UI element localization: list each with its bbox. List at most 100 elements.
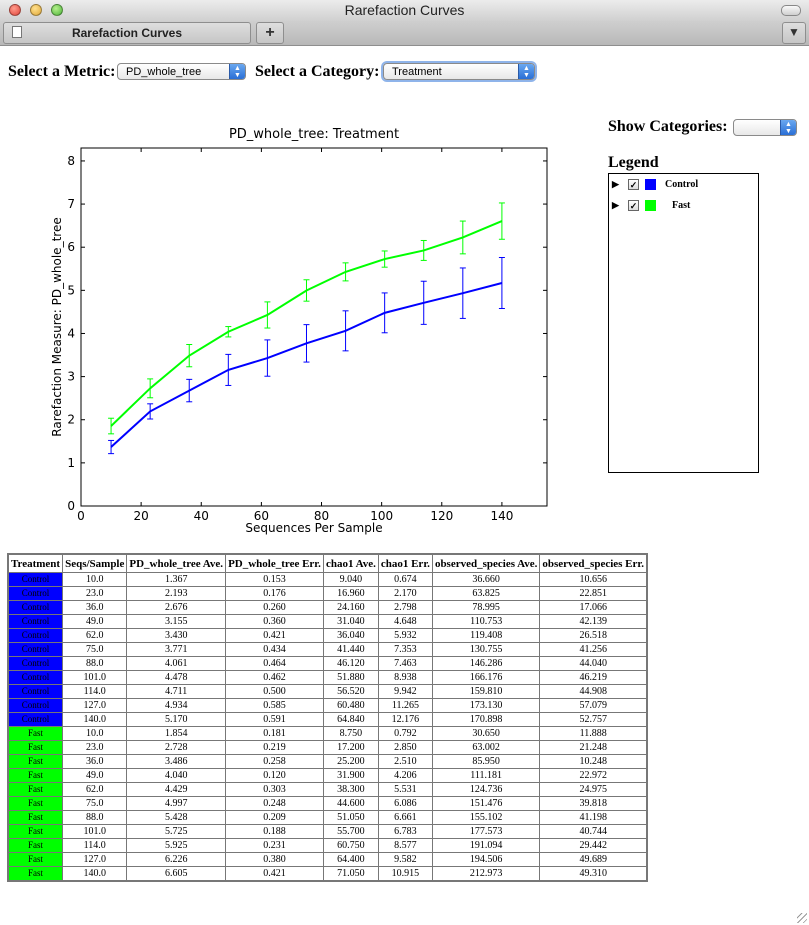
table-cell: 64.400 (322, 852, 379, 867)
page-menu-icon[interactable]: ▼ (782, 22, 806, 44)
table-row: Fast 36.0 3.486 0.258 25.200 2.510 85.950 10.24… (7, 754, 648, 769)
legend-swatch-fast (645, 200, 656, 211)
category-label: Select a Category: (255, 63, 380, 80)
category-cell: Fast (7, 740, 64, 755)
table-cell: 36.0 (62, 754, 128, 769)
category-cell: Fast (7, 838, 64, 853)
table-cell: 3.430 (126, 628, 227, 643)
table-cell: 6.226 (126, 852, 227, 867)
table-cell: 114.0 (62, 838, 128, 853)
table-header-row: Treatment Seqs/Sample PD_whole_tree Ave. PD… (7, 553, 648, 573)
category-cell: Control (7, 712, 64, 727)
category-cell: Fast (7, 852, 64, 867)
table-row: Fast 88.0 5.428 0.209 51.050 6.661 155.102 41.1… (7, 810, 648, 825)
column-header: observed_species Err. (539, 553, 648, 573)
table-cell: 44.908 (539, 684, 648, 699)
table-cell: 49.689 (539, 852, 648, 867)
table-cell: 0.303 (225, 782, 324, 797)
show-categories-select[interactable]: ▲ ▼ (733, 119, 797, 136)
plot-area (80, 147, 548, 507)
metric-select-value: PD_whole_tree (126, 66, 202, 78)
zoom-window-button[interactable] (51, 4, 63, 16)
y-tick-label: 8 (67, 154, 75, 168)
table-cell: 2.676 (126, 600, 227, 615)
table-cell: 44.600 (322, 796, 379, 811)
table-cell: 5.932 (377, 628, 433, 643)
table-cell: 0.188 (225, 824, 324, 839)
page-icon (12, 26, 22, 38)
legend-checkbox-control[interactable]: ✓ (628, 179, 639, 190)
metric-select[interactable]: PD_whole_tree ▲ ▼ (117, 63, 246, 80)
table-cell: 155.102 (431, 810, 541, 825)
table-row: Control 88.0 4.061 0.464 46.120 7.463 146.286 4… (7, 656, 648, 671)
table-cell: 5.428 (126, 810, 227, 825)
show-categories-label: Show Categories: (608, 118, 728, 135)
table-cell: 26.518 (539, 628, 648, 643)
category-cell: Fast (7, 824, 64, 839)
table-cell: 17.066 (539, 600, 648, 615)
select-arrows-icon: ▲ ▼ (229, 64, 245, 79)
table-cell: 24.160 (322, 600, 379, 615)
toolbar-toggle-button[interactable] (781, 5, 801, 16)
table-cell: 62.0 (62, 628, 128, 643)
tab-rarefaction-curves[interactable]: Rarefaction Curves (3, 22, 251, 44)
table-cell: 52.757 (539, 712, 648, 727)
table-cell: 10.0 (62, 572, 128, 587)
table-cell: 5.531 (377, 782, 433, 797)
table-cell: 119.408 (431, 628, 541, 643)
table-cell: 49.0 (62, 768, 128, 783)
x-tick-label: 0 (77, 509, 85, 523)
table-cell: 127.0 (62, 852, 128, 867)
table-cell: 0.462 (225, 670, 324, 685)
category-select[interactable]: Treatment ▲ ▼ (383, 63, 535, 80)
category-cell: Control (7, 698, 64, 713)
expand-triangle-icon[interactable]: ▶ (612, 179, 619, 189)
category-cell: Control (7, 684, 64, 699)
new-tab-button[interactable]: + (256, 22, 284, 44)
table-cell: 63.825 (431, 586, 541, 601)
category-cell: Fast (7, 796, 64, 811)
column-header: PD_whole_tree Err. (225, 553, 324, 573)
expand-triangle-icon[interactable]: ▶ (612, 200, 619, 210)
table-cell: 49.310 (539, 866, 648, 882)
table-cell: 41.198 (539, 810, 648, 825)
table-cell: 51.050 (322, 810, 379, 825)
table-cell: 9.582 (377, 852, 433, 867)
table-cell: 114.0 (62, 684, 128, 699)
x-tick-label: 60 (254, 509, 269, 523)
close-window-button[interactable] (9, 4, 21, 16)
category-select-value: Treatment (392, 66, 442, 78)
table-cell: 191.094 (431, 838, 541, 853)
table-row: Control 114.0 4.711 0.500 56.520 9.942 159.810… (7, 684, 648, 699)
resize-grip-icon[interactable] (797, 913, 807, 923)
tab-label: Rarefaction Curves (71, 26, 183, 40)
category-cell: Control (7, 600, 64, 615)
table-cell: 49.0 (62, 614, 128, 629)
table-row: Control 36.0 2.676 0.260 24.160 2.798 78.995 17… (7, 600, 648, 615)
table-cell: 0.258 (225, 754, 324, 769)
table-row: Control 101.0 4.478 0.462 51.880 8.938 166.176… (7, 670, 648, 685)
table-cell: 56.520 (322, 684, 379, 699)
column-header: Treatment (7, 553, 64, 573)
table-cell: 0.585 (225, 698, 324, 713)
table-cell: 5.925 (126, 838, 227, 853)
table-cell: 101.0 (62, 824, 128, 839)
chart-svg: PD_whole_tree: Treatment Sequences Per Sa… (50, 127, 548, 535)
table-cell: 88.0 (62, 810, 128, 825)
table-cell: 5.725 (126, 824, 227, 839)
legend-title: Legend (608, 154, 659, 171)
minimize-window-button[interactable] (30, 4, 42, 16)
table-cell: 75.0 (62, 796, 128, 811)
table-cell: 0.421 (225, 866, 324, 882)
table-cell: 8.938 (377, 670, 433, 685)
table-cell: 151.476 (431, 796, 541, 811)
category-cell: Fast (7, 726, 64, 741)
table-cell: 75.0 (62, 642, 128, 657)
table-cell: 6.661 (377, 810, 433, 825)
table-cell: 63.002 (431, 740, 541, 755)
table-cell: 5.170 (126, 712, 227, 727)
table-cell: 4.206 (377, 768, 433, 783)
legend-checkbox-fast[interactable]: ✓ (628, 200, 639, 211)
table-row: Control 10.0 1.367 0.153 9.040 0.674 36.660 10.… (7, 572, 648, 587)
table-cell: 11.265 (377, 698, 433, 713)
